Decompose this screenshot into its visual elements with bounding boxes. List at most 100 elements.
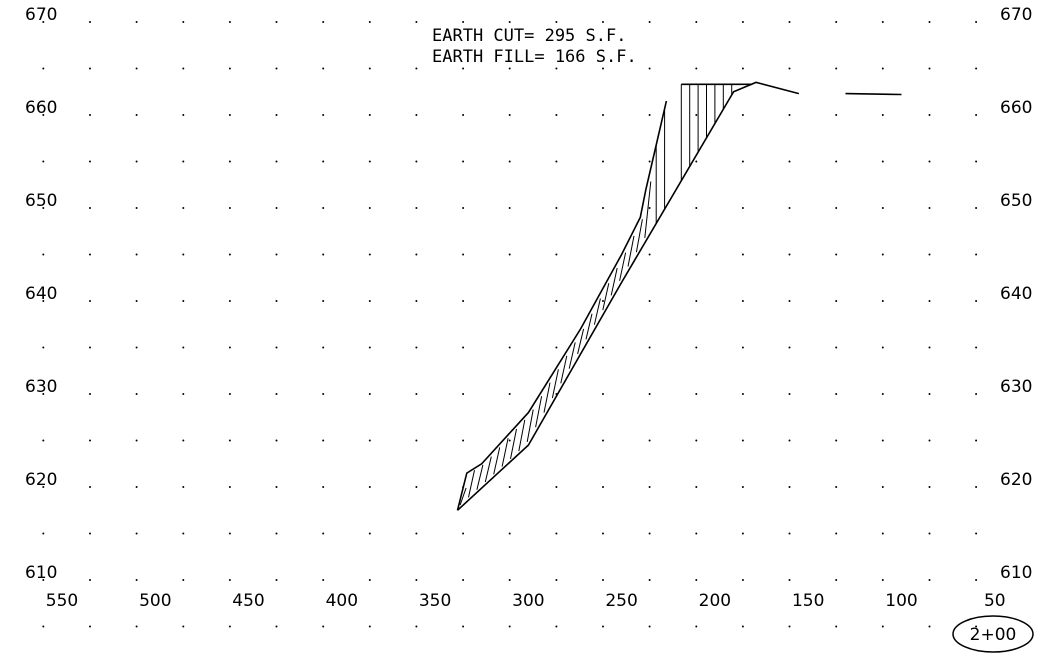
grid-dot	[741, 207, 744, 209]
grid-dot	[462, 346, 465, 349]
grid-dot	[881, 114, 884, 116]
grid-dot	[135, 67, 138, 70]
station-badge: 2+00	[952, 615, 1034, 653]
grid-dot	[928, 625, 931, 628]
grid-dot	[42, 346, 45, 349]
hatch-line	[493, 447, 501, 475]
grid-dot	[741, 579, 744, 581]
grid-dot	[928, 207, 931, 209]
grid-dot	[695, 439, 698, 442]
grid-dot	[368, 486, 371, 488]
grid-dot	[228, 253, 231, 256]
grid-dot	[881, 207, 884, 209]
grid-dot	[275, 21, 278, 23]
grid-dot	[415, 253, 418, 256]
x-axis-labels: 550 500 450 400 350 300 250 200 150 100 50	[46, 591, 1006, 611]
y-tick-label-right: 640	[1000, 284, 1032, 304]
grid-dot	[182, 160, 185, 163]
grid-dot	[462, 21, 465, 23]
hatch-line	[518, 419, 526, 452]
grid-dot	[508, 625, 511, 628]
grid-dot	[975, 625, 978, 628]
grid-dot	[695, 21, 698, 23]
grid-dot	[508, 67, 511, 70]
grid-dot	[415, 300, 418, 302]
grid-dot	[182, 486, 185, 488]
grid-dot	[228, 67, 231, 70]
grid-dot	[555, 300, 558, 302]
hatch-line	[476, 464, 484, 490]
hatch-line	[560, 355, 568, 384]
grid-dot	[602, 253, 604, 256]
y-axis-labels-right: 610 620 630 640 650 660 670	[1000, 5, 1032, 583]
grid-dot	[322, 439, 325, 442]
grid-dot	[881, 486, 884, 488]
grid-dot	[228, 439, 231, 442]
grid-dot	[275, 207, 278, 209]
grid-dot	[508, 486, 511, 488]
station-label: 2+00	[970, 625, 1017, 645]
grid-dot	[135, 486, 138, 488]
grid-dot	[881, 67, 884, 70]
grid-dot	[462, 579, 465, 581]
grid-dot	[741, 439, 744, 442]
grid-dot	[368, 207, 371, 209]
hatch-line	[551, 369, 559, 399]
grid-dot	[648, 486, 651, 488]
grid-dot	[275, 253, 278, 256]
profile-line	[456, 100, 668, 511]
grid-dot	[89, 625, 91, 628]
grid-dot	[228, 579, 231, 581]
y-tick-label-right: 660	[1000, 98, 1032, 118]
x-tick-label: 450	[232, 591, 264, 611]
hatch-line	[627, 235, 635, 267]
grid-dot	[788, 393, 791, 395]
grid-dot	[741, 532, 744, 535]
grid-dot	[228, 625, 231, 628]
hatch-line	[610, 267, 618, 296]
x-tick-label: 300	[512, 591, 544, 611]
grid-dot	[648, 346, 651, 349]
grid-dot	[788, 67, 791, 70]
hatch-lines	[459, 84, 733, 506]
grid-dot	[835, 67, 838, 70]
grid-dot	[322, 393, 325, 395]
grid-dot	[89, 439, 91, 442]
grid-dot	[322, 486, 325, 488]
grid-dot	[741, 625, 744, 628]
grid-dot	[602, 67, 604, 70]
grid-dot	[648, 21, 651, 23]
grid-dot	[555, 532, 558, 535]
grid-dot	[835, 579, 838, 581]
grid-dot	[648, 207, 651, 209]
grid-dot	[89, 579, 91, 581]
grid-dot	[42, 625, 45, 628]
grid-dot	[602, 21, 604, 23]
x-tick-label: 250	[605, 591, 637, 611]
grid-dot	[368, 393, 371, 395]
grid-dot	[508, 393, 511, 395]
grid-dot	[135, 207, 138, 209]
grid-dot	[788, 579, 791, 581]
grid-dot	[42, 486, 45, 488]
grid-dot	[275, 346, 278, 349]
grid-dot	[182, 300, 185, 302]
grid-dot	[462, 439, 465, 442]
grid-dot	[975, 532, 978, 535]
grid-dot	[975, 486, 978, 488]
grid-dot	[695, 579, 698, 581]
grid-dot	[508, 300, 511, 302]
grid-dot	[182, 346, 185, 349]
grid-dot	[602, 346, 604, 349]
grid-dot	[928, 532, 931, 535]
grid-dot	[975, 346, 978, 349]
grid-dot	[462, 393, 465, 395]
grid-dot	[741, 253, 744, 256]
grid-dot	[368, 532, 371, 535]
grid-dot	[322, 160, 325, 163]
hatch-line	[543, 382, 551, 413]
grid-dot	[322, 579, 325, 581]
grid-dot	[741, 393, 744, 395]
grid-dot	[275, 67, 278, 70]
grid-dot	[648, 253, 651, 256]
